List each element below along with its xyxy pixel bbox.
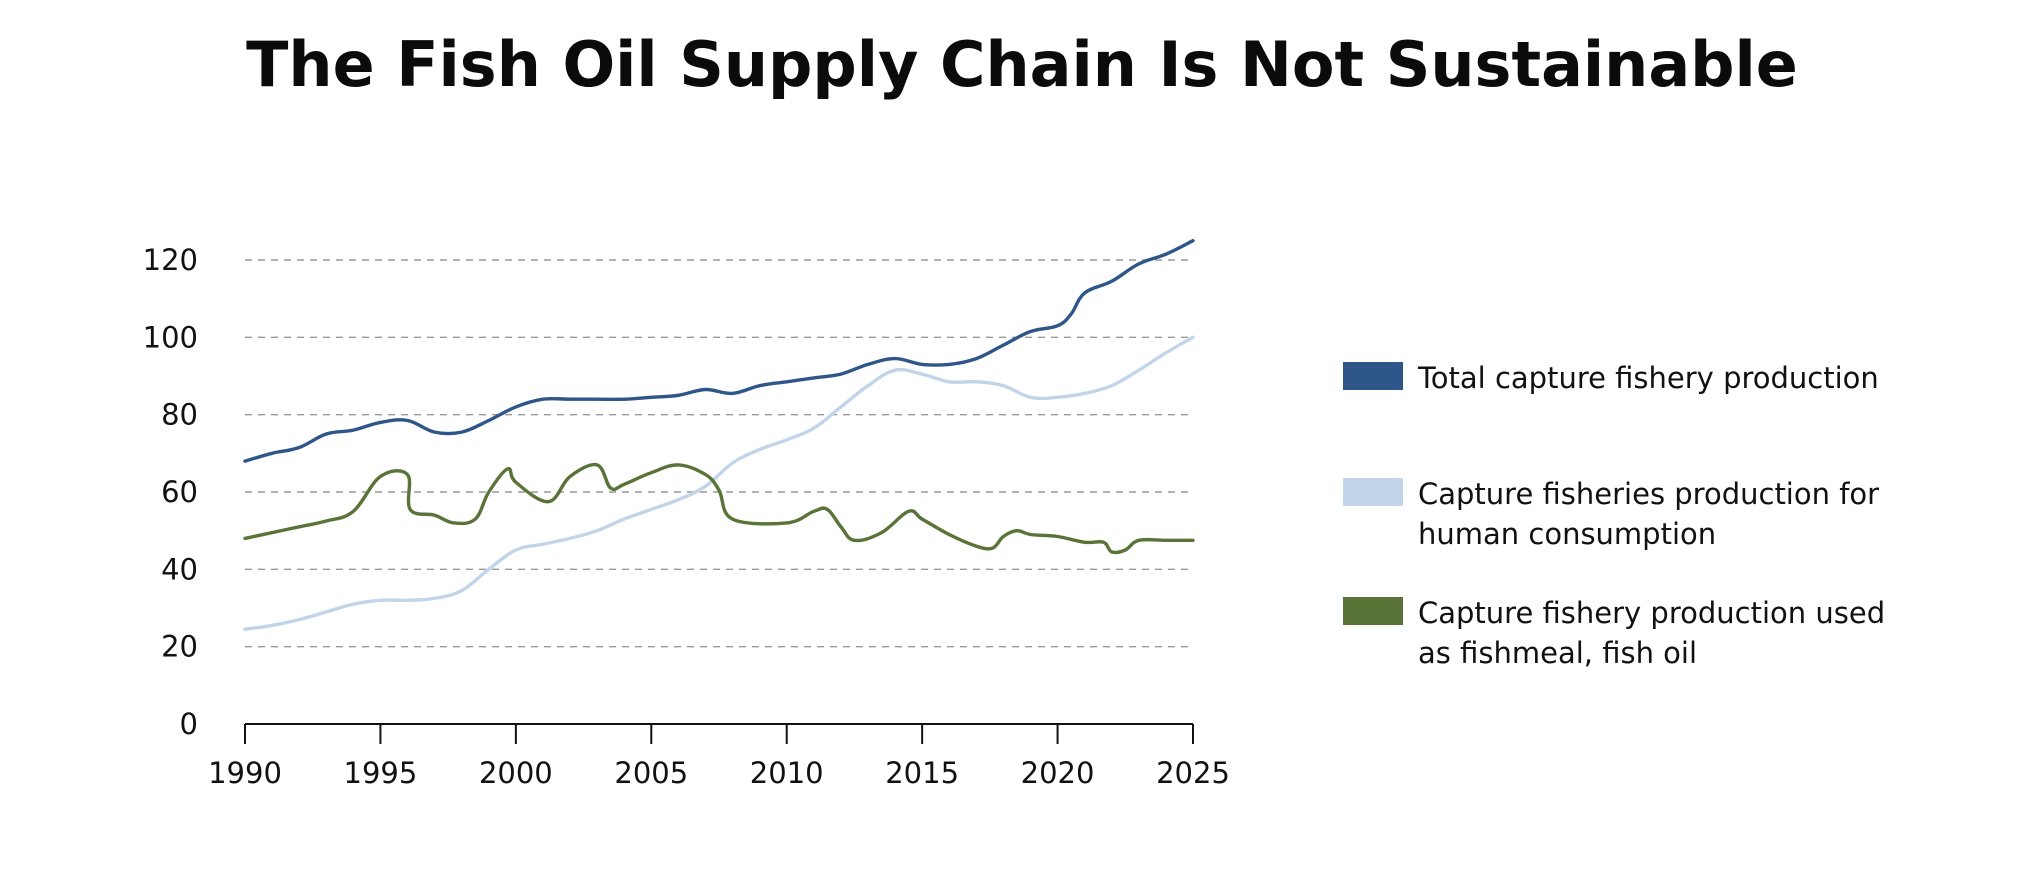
- x-tick-label: 2010: [750, 756, 824, 790]
- legend-label: as fishmeal, fish oil: [1418, 636, 1697, 670]
- y-tick-label: 20: [161, 630, 198, 664]
- legend-label: Capture fisheries production for: [1418, 477, 1879, 511]
- legend-label: Capture fishery production used: [1418, 596, 1885, 630]
- y-tick-label: 100: [143, 320, 198, 354]
- y-tick-label: 60: [161, 475, 198, 509]
- x-tick-label: 1995: [344, 756, 418, 790]
- gridlines: [245, 259, 1193, 648]
- series-line-human-consumption: [243, 335, 1195, 631]
- series-lines: [243, 239, 1195, 631]
- y-tick-label: 40: [161, 552, 198, 586]
- x-tick-label: 2000: [479, 756, 553, 790]
- axes: 0 20 40 60 80 100 120 1990 1995 2000 2005 2010 2015 2…: [143, 243, 1230, 790]
- x-tick-label: 2025: [1156, 756, 1230, 790]
- legend-label: Total capture fishery production: [1417, 361, 1879, 395]
- series-line-fishmeal-fish-oil: [243, 462, 1195, 555]
- x-tick-label: 2020: [1021, 756, 1095, 790]
- y-tick-label: 0: [180, 707, 198, 741]
- x-tick-label: 2015: [885, 756, 959, 790]
- x-tick-label: 1990: [208, 756, 282, 790]
- legend-swatch: [1343, 362, 1403, 390]
- y-tick-label: 80: [161, 398, 198, 432]
- chart-title: The Fish Oil Supply Chain Is Not Sustain…: [246, 28, 1798, 101]
- legend-swatch: [1343, 478, 1403, 506]
- legend: Total capture fishery production Capture …: [1343, 361, 1885, 670]
- y-tick-label: 120: [143, 243, 198, 277]
- x-tick-label: 2005: [614, 756, 688, 790]
- series-line-total-capture: [243, 239, 1195, 463]
- legend-label: human consumption: [1418, 517, 1716, 551]
- legend-swatch: [1343, 597, 1403, 625]
